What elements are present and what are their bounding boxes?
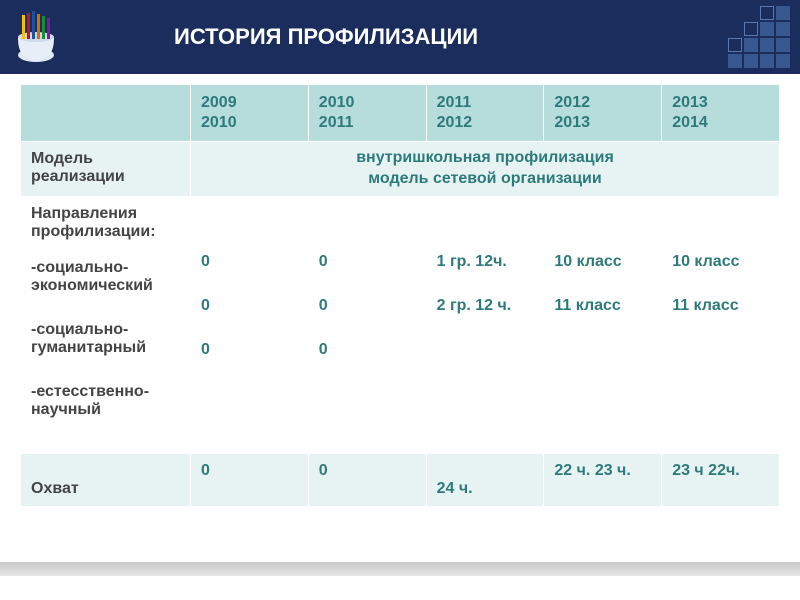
header-empty bbox=[21, 85, 191, 142]
pencil-cup-icon bbox=[8, 9, 64, 65]
cov-c1: 0 bbox=[191, 453, 309, 506]
header-col-1: 2009 2010 bbox=[191, 85, 309, 142]
model-value: внутришкольная профилизация модель сетев… bbox=[191, 142, 780, 197]
cov-c5: 23 ч 22ч. bbox=[662, 453, 780, 506]
model-row: Модель реализации внутришкольная профили… bbox=[21, 142, 780, 197]
footer-bar bbox=[0, 562, 800, 576]
coverage-label: Охват bbox=[21, 453, 191, 506]
header-col-2: 2010 2011 bbox=[308, 85, 426, 142]
dir-col-5: 10 класс 11 класс bbox=[662, 196, 780, 453]
decorative-squares bbox=[728, 6, 790, 68]
slide-header: ИСТОРИЯ ПРОФИЛИЗАЦИИ bbox=[0, 0, 800, 74]
slide-title: ИСТОРИЯ ПРОФИЛИЗАЦИИ bbox=[174, 24, 478, 50]
cov-c3: 24 ч. bbox=[426, 453, 544, 506]
model-label: Модель реализации bbox=[21, 142, 191, 197]
cov-c2: 0 bbox=[308, 453, 426, 506]
coverage-row: Охват 0 0 24 ч. 22 ч. 23 ч. 23 ч 22ч. bbox=[21, 453, 780, 506]
header-col-3: 2011 2012 bbox=[426, 85, 544, 142]
dir-col-2: 0 0 0 bbox=[308, 196, 426, 453]
cov-c4: 22 ч. 23 ч. bbox=[544, 453, 662, 506]
history-table: 2009 2010 2010 2011 2011 2012 2012 2013 … bbox=[20, 84, 780, 507]
dir-col-4: 10 класс 11 класс bbox=[544, 196, 662, 453]
header-col-5: 2013 2014 bbox=[662, 85, 780, 142]
table-header-row: 2009 2010 2010 2011 2011 2012 2012 2013 … bbox=[21, 85, 780, 142]
dir-col-3: 1 гр. 12ч. 2 гр. 12 ч. bbox=[426, 196, 544, 453]
table-container: 2009 2010 2010 2011 2011 2012 2012 2013 … bbox=[0, 74, 800, 507]
directions-label: Направления профилизации: -социально-эко… bbox=[21, 196, 191, 453]
directions-row: Направления профилизации: -социально-эко… bbox=[21, 196, 780, 453]
dir-col-1: 0 0 0 bbox=[191, 196, 309, 453]
header-col-4: 2012 2013 bbox=[544, 85, 662, 142]
